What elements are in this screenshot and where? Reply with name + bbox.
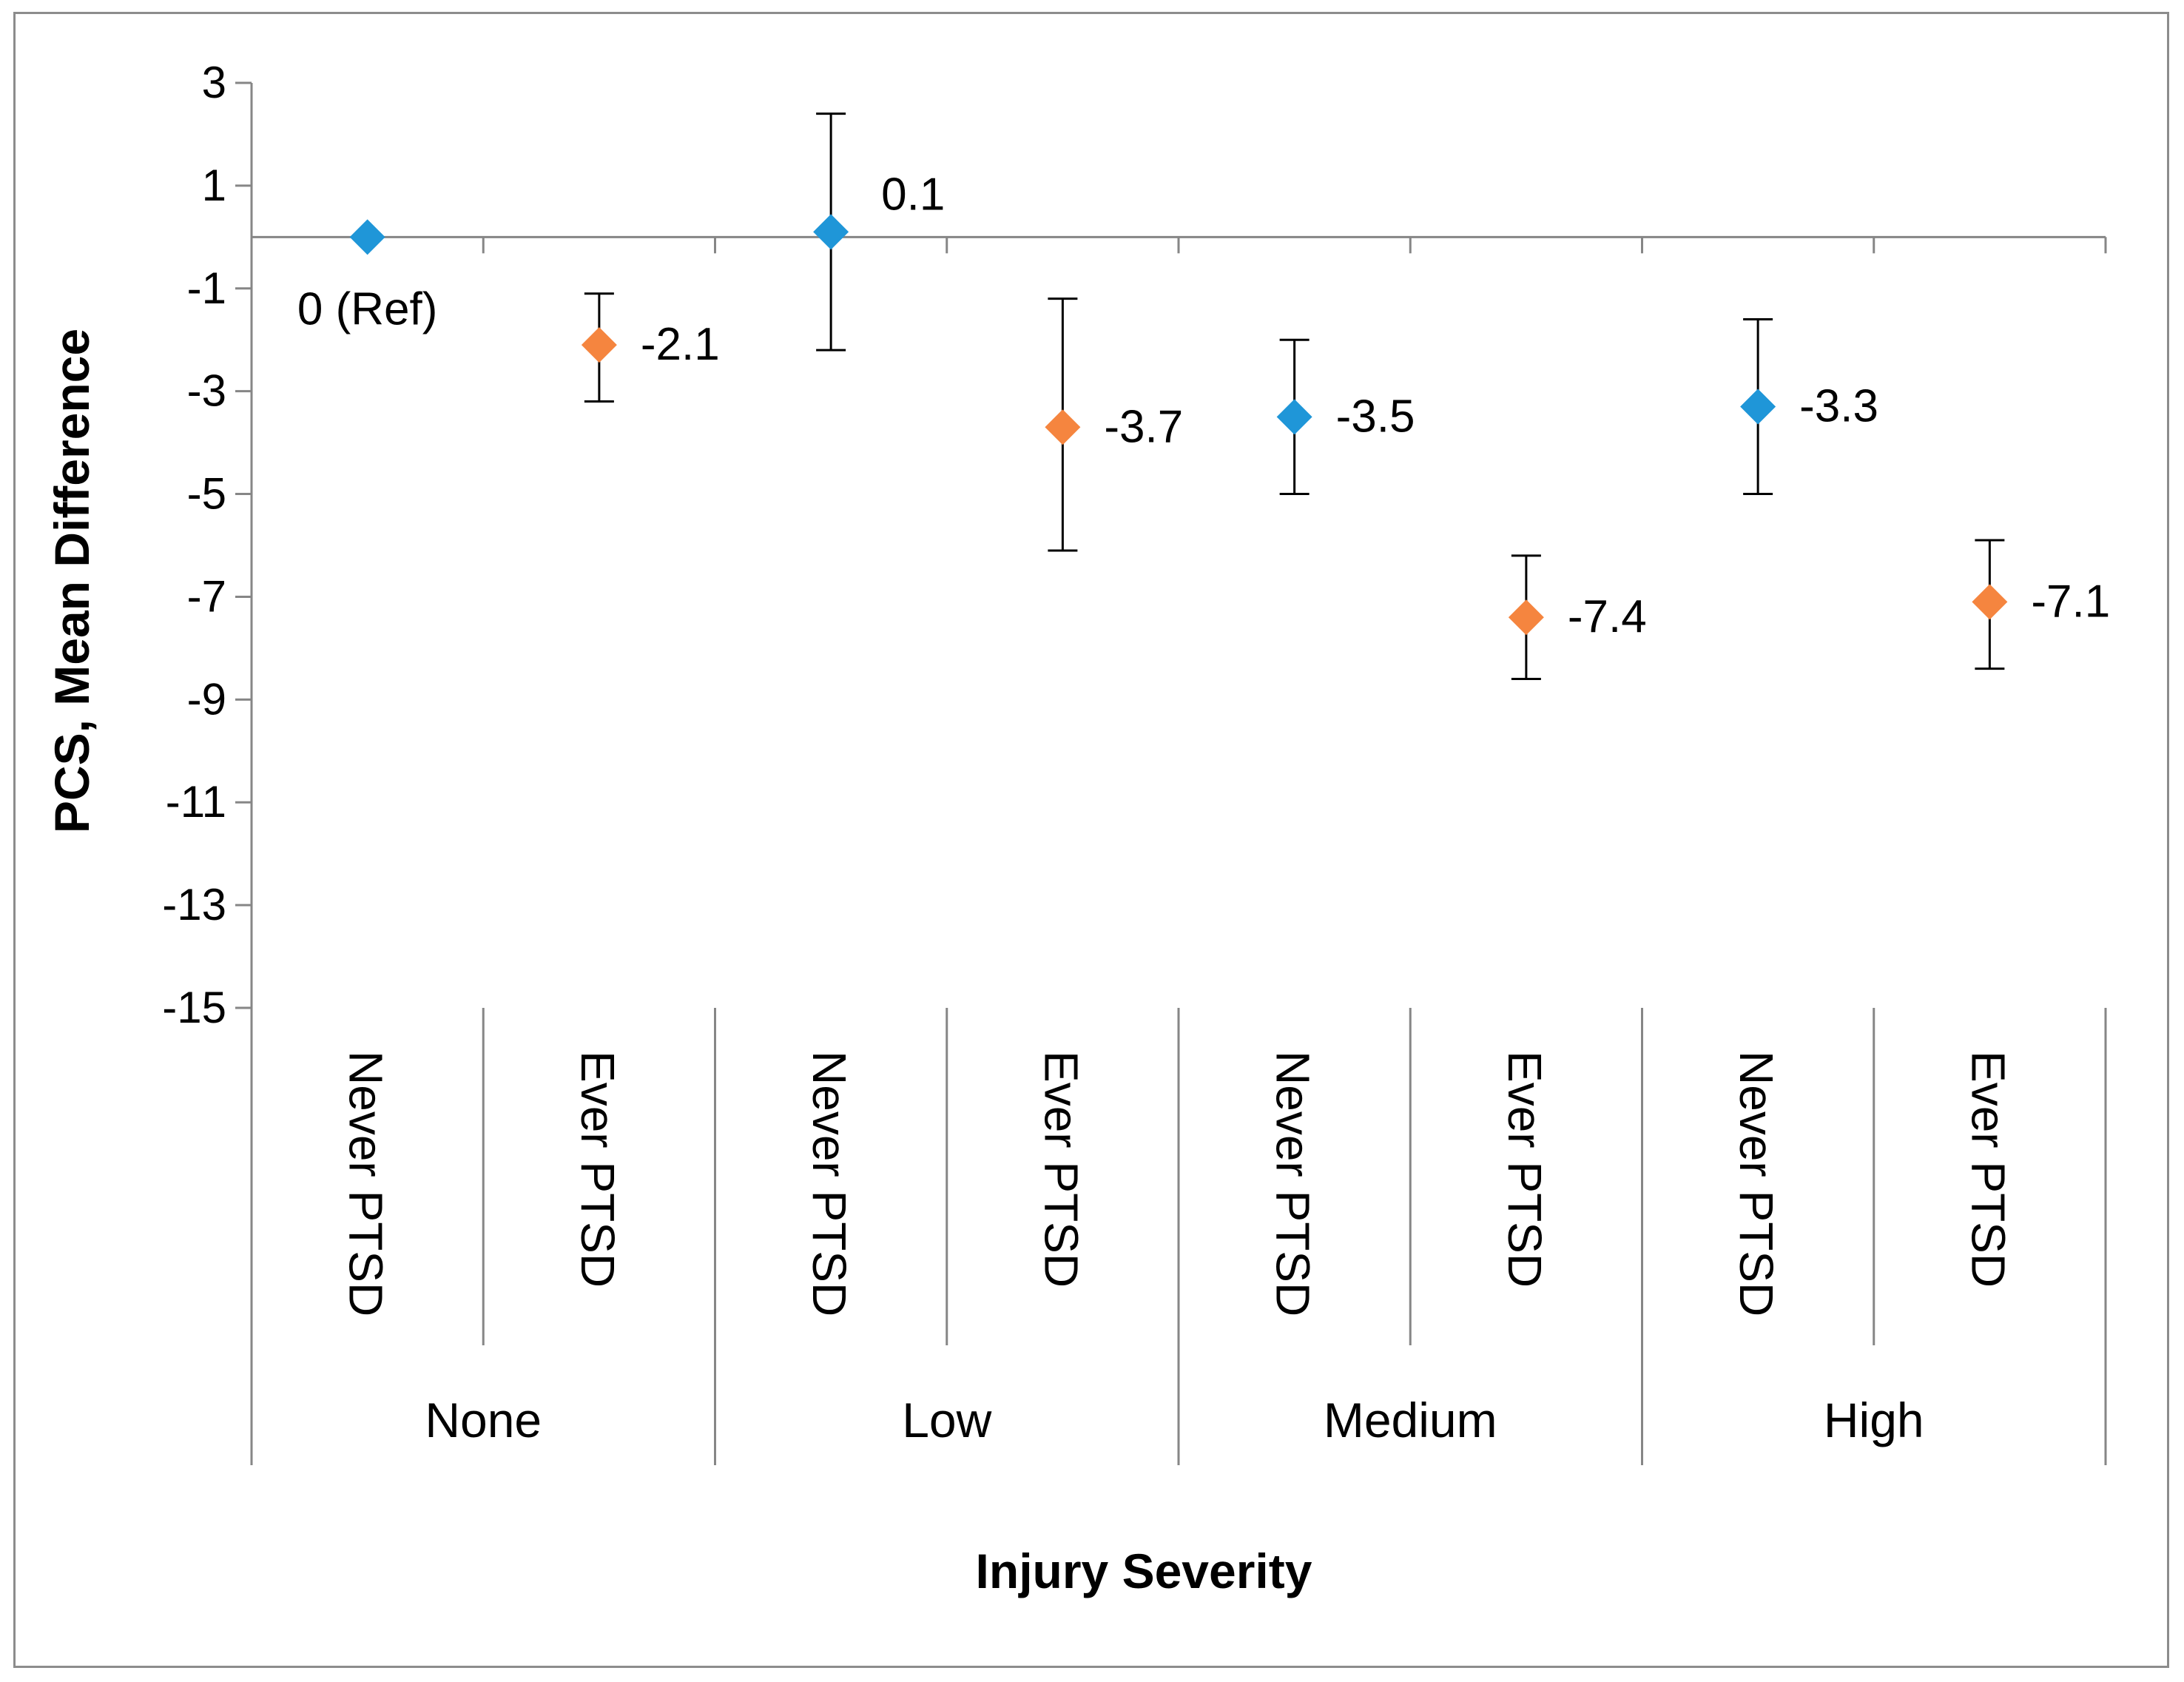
x-axis-title: Injury Severity [976,1544,1312,1598]
group-label: Medium [1324,1393,1497,1447]
category-label: Ever PTSD [571,1051,624,1288]
data-point-never-ptsd [1276,399,1312,435]
data-label: -2.1 [641,319,720,370]
data-label: 0.1 [881,169,945,220]
data-point-ever-ptsd [1045,409,1081,445]
y-tick-label: -3 [187,366,226,416]
y-tick-label: -5 [187,469,226,519]
data-point-ever-ptsd [581,327,617,363]
y-tick-label: -9 [187,674,226,724]
category-label: Never PTSD [340,1051,393,1316]
data-label: -7.1 [2031,576,2110,627]
y-tick-label: -13 [162,880,226,929]
group-label: None [425,1393,542,1447]
data-point-never-ptsd [1740,388,1776,425]
data-point-ever-ptsd [1972,584,2008,620]
plot-area: 3 1 -1 -3 -5 -7 -9 -11 -13 -15 Never PTSD Ever PTSD… [162,58,2110,1465]
category-label: Never PTSD [1267,1051,1320,1316]
y-tick-label: -11 [166,777,226,827]
y-axis-title: PCS, Mean Difference [44,329,99,833]
data-label: -7.4 [1568,591,1647,642]
category-label: Ever PTSD [1961,1051,2015,1288]
data-label: -3.3 [1799,381,1878,432]
category-label: Ever PTSD [1498,1051,1551,1288]
chart-frame [13,12,2169,1668]
data-label: -3.7 [1104,401,1183,452]
category-label: Never PTSD [1730,1051,1783,1316]
y-tick-label: -7 [187,571,226,621]
data-label: 0 (Ref) [297,283,437,334]
y-tick-label: 3 [202,58,226,107]
data-point-ever-ptsd [1508,599,1544,636]
data-label: -3.5 [1336,391,1415,442]
y-tick-label: 1 [202,161,226,210]
group-label: High [1824,1393,1924,1447]
category-label: Ever PTSD [1034,1051,1088,1288]
group-label: Low [902,1393,991,1447]
data-point-never-ptsd [813,214,849,250]
y-tick-label: -1 [187,263,226,313]
data-point-never-ptsd [349,219,385,255]
category-label: Never PTSD [803,1051,856,1316]
y-tick-label: -15 [162,983,226,1032]
